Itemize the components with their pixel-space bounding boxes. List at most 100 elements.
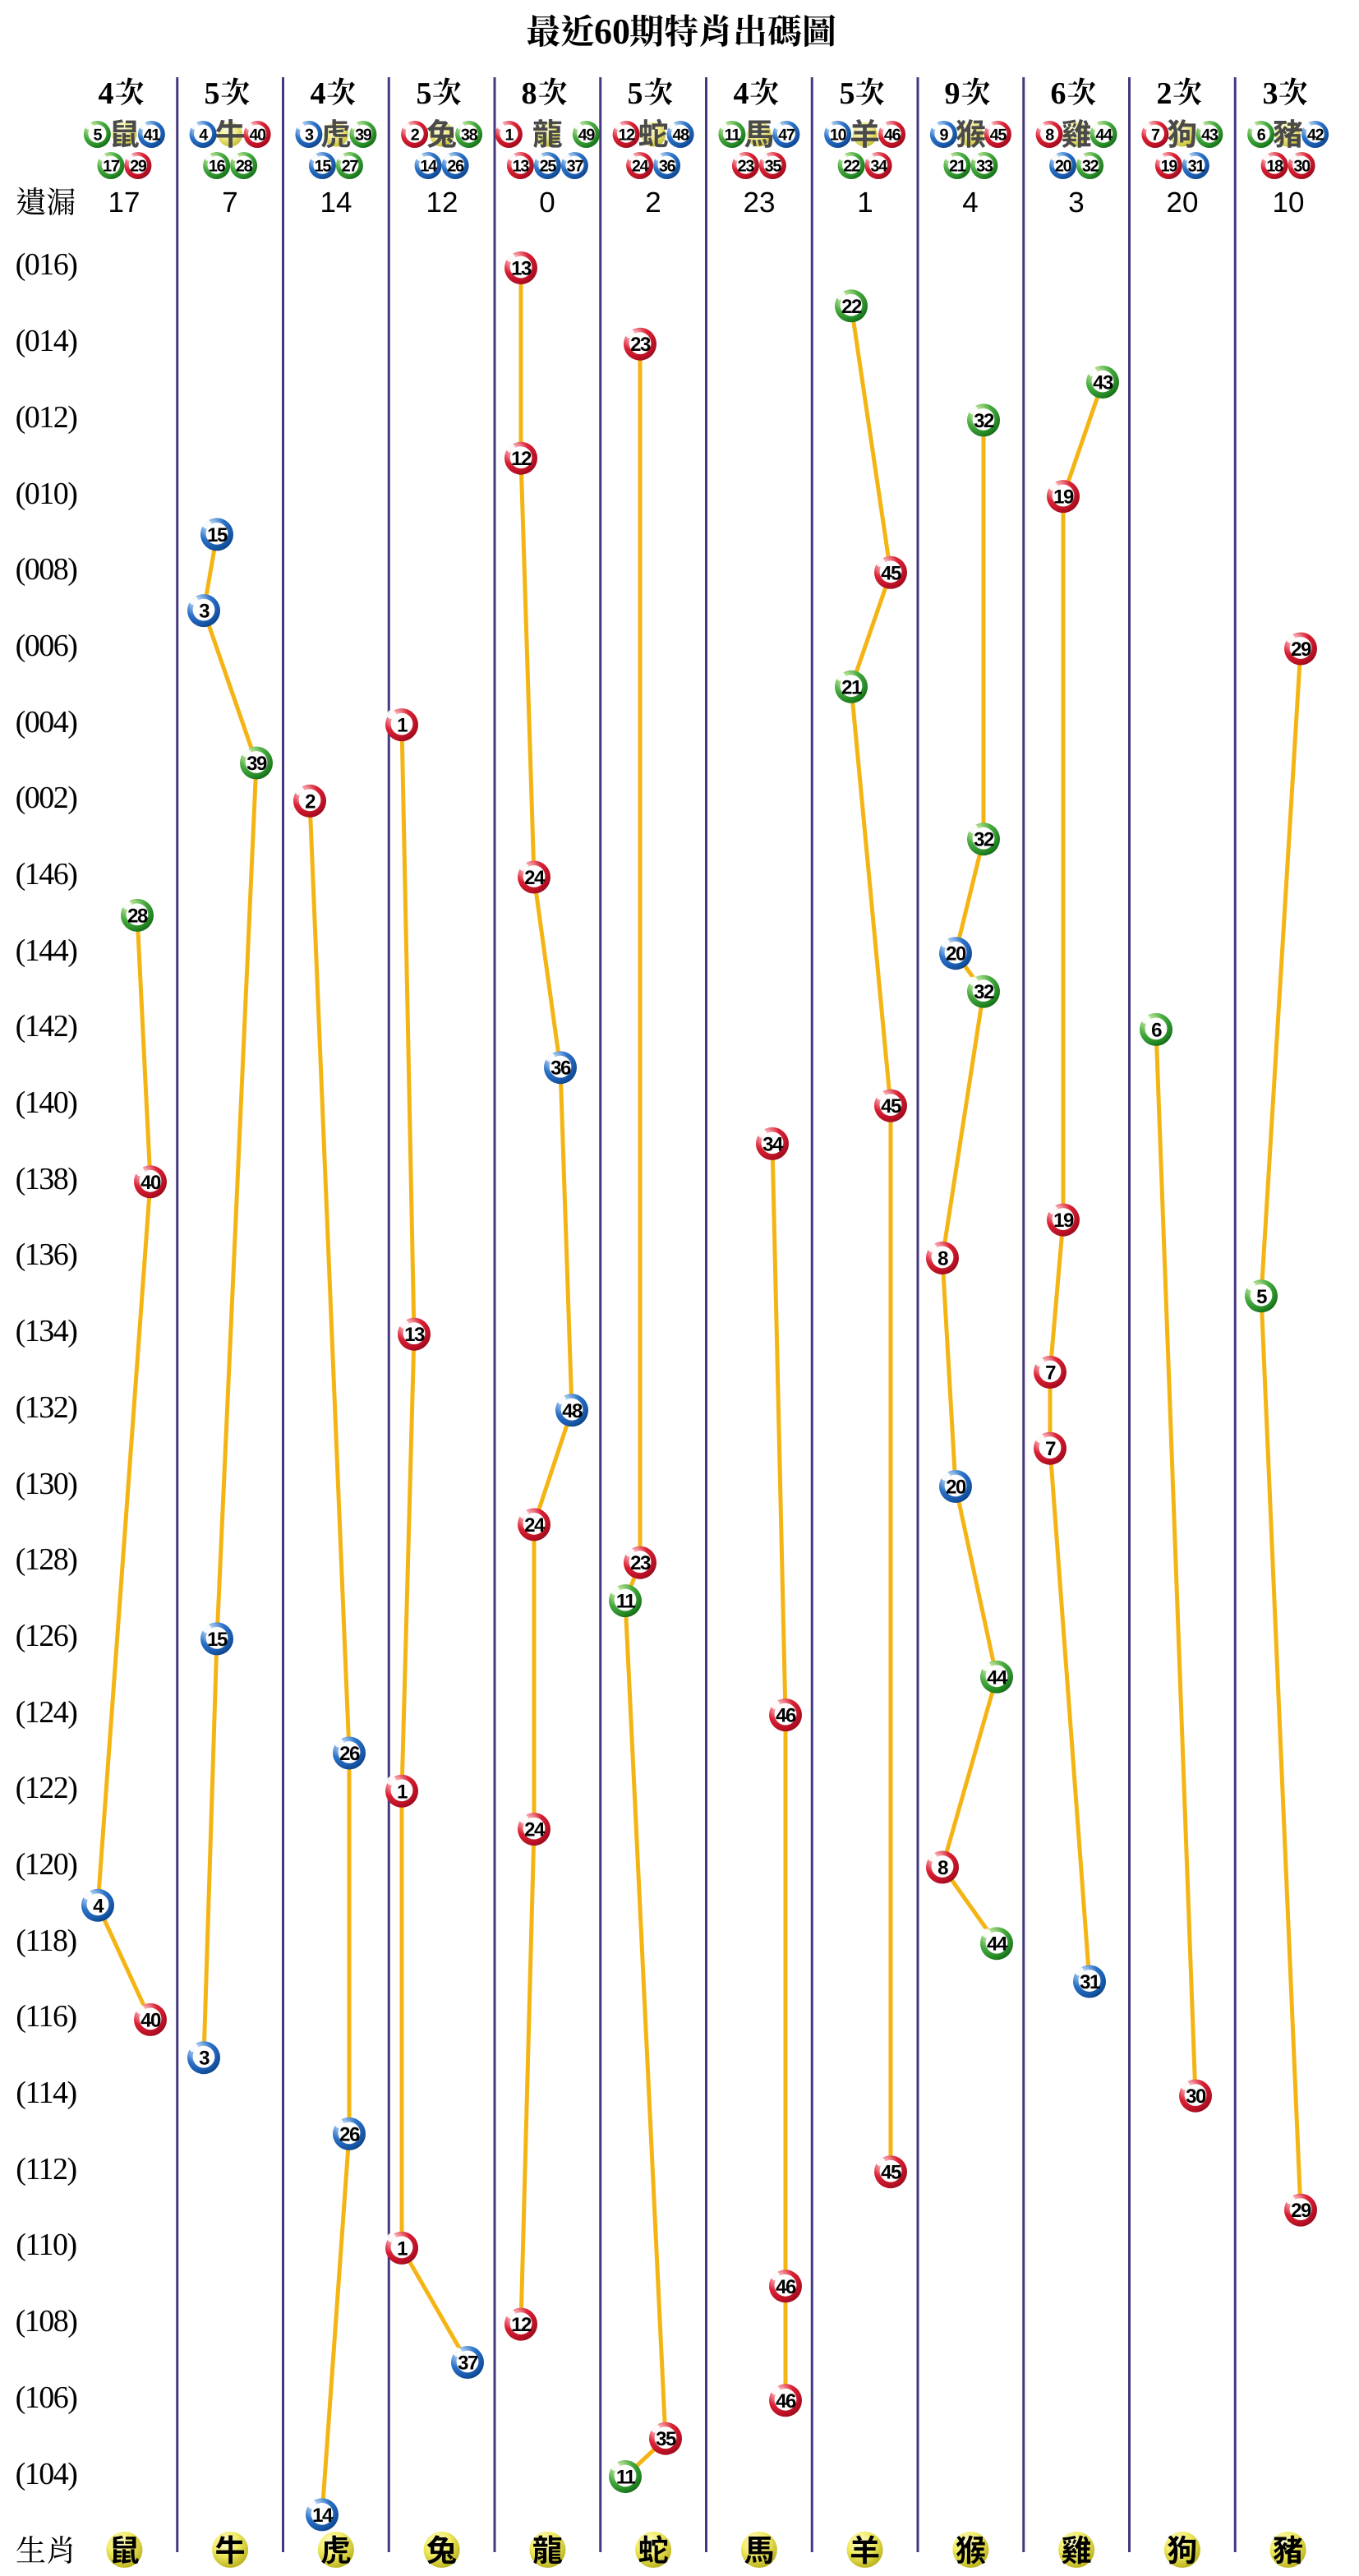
svg-text:21: 21 [841,676,862,698]
svg-text:7: 7 [1151,126,1160,144]
svg-text:25: 25 [540,157,556,175]
svg-text:46: 46 [776,2276,796,2298]
svg-text:(006): (006) [16,629,77,663]
svg-text:11: 11 [616,2467,636,2489]
svg-text:9: 9 [940,126,949,144]
svg-text:32: 32 [974,829,994,851]
svg-text:30: 30 [1293,157,1310,175]
svg-text:43: 43 [1201,126,1218,144]
svg-text:15: 15 [207,1629,228,1651]
svg-text:8: 8 [937,1248,948,1270]
svg-text:45: 45 [881,562,901,584]
svg-text:(134): (134) [16,1314,77,1348]
svg-text:44: 44 [987,1666,1008,1689]
svg-text:(004): (004) [16,705,77,740]
svg-text:24: 24 [632,157,649,175]
svg-text:(144): (144) [16,933,77,968]
svg-text:(010): (010) [16,477,77,511]
svg-text:(114): (114) [16,2076,76,2110]
svg-text:17: 17 [103,157,119,175]
svg-text:29: 29 [1291,638,1311,661]
svg-text:12: 12 [511,448,532,470]
svg-text:4: 4 [311,76,326,111]
svg-text:35: 35 [765,157,781,175]
svg-text:44: 44 [1095,126,1113,144]
svg-text:(130): (130) [16,1467,77,1501]
svg-text:2: 2 [1157,76,1172,111]
svg-text:45: 45 [990,126,1007,144]
svg-text:32: 32 [974,981,994,1003]
svg-text:7: 7 [222,187,237,219]
svg-text:17: 17 [108,187,141,219]
svg-text:14: 14 [420,157,437,175]
svg-text:3: 3 [1068,187,1084,219]
svg-text:46: 46 [776,1705,796,1727]
svg-text:(126): (126) [16,1619,77,1653]
svg-text:34: 34 [762,1133,784,1155]
svg-text:5: 5 [840,76,855,111]
svg-text:(108): (108) [16,2304,77,2339]
svg-text:20: 20 [1167,187,1199,219]
svg-text:39: 39 [246,753,267,775]
svg-text:42: 42 [1307,126,1324,144]
svg-text:47: 47 [778,126,795,144]
svg-text:4: 4 [734,76,749,111]
svg-text:(116): (116) [16,1999,76,2034]
svg-text:28: 28 [236,157,252,175]
svg-text:(008): (008) [16,552,77,587]
svg-text:28: 28 [127,905,148,927]
svg-text:(124): (124) [16,1695,77,1730]
svg-text:11: 11 [616,1591,636,1613]
svg-text:(128): (128) [16,1542,77,1577]
svg-text:19: 19 [1161,157,1177,175]
svg-text:2: 2 [305,790,316,813]
svg-text:45: 45 [881,1095,901,1117]
svg-text:41: 41 [144,126,160,144]
svg-text:6: 6 [1257,126,1266,144]
svg-text:(106): (106) [16,2380,77,2415]
svg-text:43: 43 [1093,372,1113,394]
svg-text:23: 23 [630,1552,651,1574]
svg-text:19: 19 [1053,486,1074,509]
svg-text:12: 12 [426,187,458,219]
svg-text:13: 13 [513,157,529,175]
svg-text:26: 26 [339,1743,360,1765]
svg-text:40: 40 [141,2009,161,2031]
svg-text:40: 40 [141,1172,161,1194]
svg-text:35: 35 [656,2428,676,2450]
svg-text:(112): (112) [16,2152,76,2187]
svg-text:36: 36 [551,1058,571,1080]
svg-text:8: 8 [522,76,537,111]
svg-text:32: 32 [1082,157,1099,175]
svg-text:1: 1 [505,126,514,144]
svg-text:16: 16 [209,157,225,175]
svg-text:5: 5 [628,76,643,111]
svg-text:5: 5 [417,76,432,111]
svg-text:11: 11 [725,126,740,144]
svg-text:40: 40 [249,126,265,144]
svg-text:19: 19 [1053,1210,1074,1232]
svg-text:31: 31 [1080,1971,1100,1993]
svg-text:60: 60 [594,12,630,52]
svg-text:34: 34 [870,157,887,175]
svg-text:45: 45 [881,2162,901,2184]
svg-text:(002): (002) [16,781,77,815]
svg-text:23: 23 [744,187,776,219]
svg-text:(122): (122) [16,1771,77,1805]
svg-text:(012): (012) [16,400,77,435]
svg-text:26: 26 [339,2123,360,2145]
svg-text:20: 20 [946,943,966,965]
svg-text:3: 3 [199,2048,210,2070]
svg-text:22: 22 [841,296,862,318]
svg-text:46: 46 [776,2390,796,2412]
svg-text:1: 1 [397,715,408,737]
svg-text:48: 48 [562,1400,583,1422]
svg-text:0: 0 [539,187,555,219]
svg-text:3: 3 [199,601,210,623]
svg-text:(132): (132) [16,1390,77,1425]
svg-text:(104): (104) [16,2457,77,2491]
svg-text:37: 37 [567,157,583,175]
svg-text:18: 18 [1266,157,1283,175]
svg-text:23: 23 [630,334,651,356]
svg-text:4: 4 [99,76,114,111]
